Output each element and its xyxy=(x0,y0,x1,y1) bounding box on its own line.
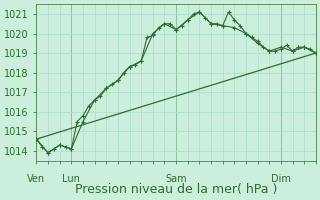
Text: Dim: Dim xyxy=(271,174,291,184)
Text: Lun: Lun xyxy=(62,174,80,184)
X-axis label: Pression niveau de la mer( hPa ): Pression niveau de la mer( hPa ) xyxy=(75,183,277,196)
Text: Ven: Ven xyxy=(28,174,45,184)
Text: Sam: Sam xyxy=(165,174,187,184)
